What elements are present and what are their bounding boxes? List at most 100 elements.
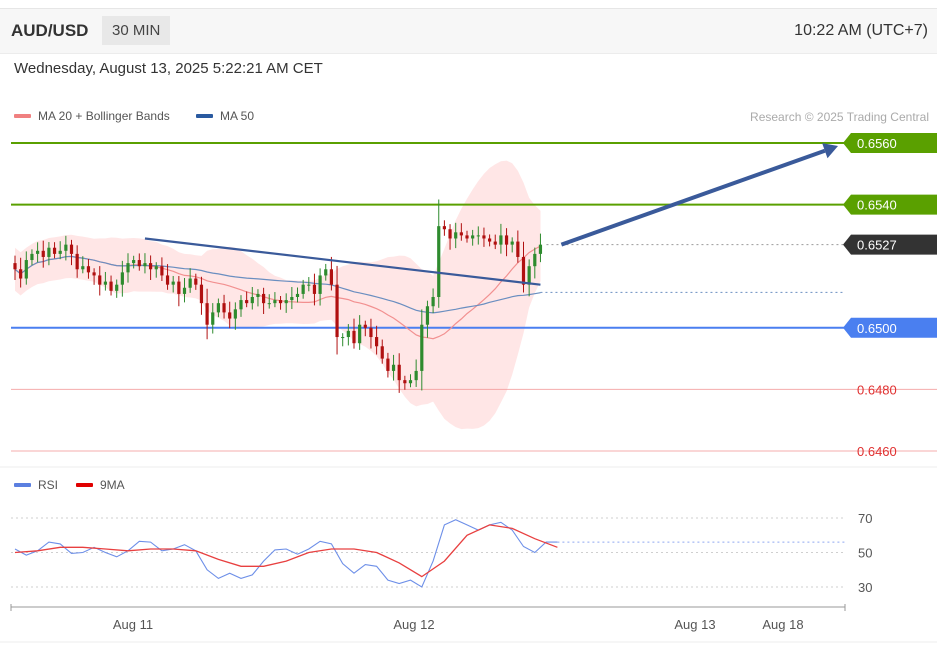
candle	[216, 298, 220, 318]
candle-body	[143, 263, 147, 267]
candle-body	[250, 297, 254, 304]
candle	[19, 257, 23, 288]
level-badge-bg	[843, 234, 937, 255]
candle-body	[182, 287, 187, 294]
candle-body	[160, 266, 164, 276]
candle-body	[98, 275, 102, 285]
candle-body	[267, 303, 271, 305]
candle-body	[448, 229, 452, 239]
timeframe-button[interactable]: 30 MIN	[102, 16, 171, 45]
legend-ma50: MA 50	[196, 109, 254, 123]
candle	[69, 239, 74, 266]
candle-body	[216, 303, 220, 313]
candle-body	[533, 253, 537, 267]
candle-body	[516, 241, 520, 257]
legend-9ma-label: 9MA	[100, 478, 125, 492]
legend-9ma-swatch	[76, 483, 93, 487]
legend-rsi: RSI	[14, 478, 58, 492]
candle-body	[425, 306, 430, 325]
candle-body	[295, 293, 300, 297]
candle	[109, 275, 113, 296]
candle	[245, 291, 249, 308]
candle	[329, 256, 333, 291]
level-badge-0.6527: 0.6527	[843, 234, 937, 255]
candle-body	[454, 232, 458, 239]
trendline	[144, 237, 541, 286]
candle	[233, 302, 237, 330]
candle-body	[86, 266, 91, 273]
candle	[307, 277, 311, 292]
candle-body	[256, 293, 260, 297]
symbol-label: AUD/USD	[11, 21, 89, 40]
candle-body	[132, 260, 136, 264]
candle	[459, 223, 463, 241]
legend-rsi-label: RSI	[38, 478, 59, 492]
candle-body	[397, 364, 401, 381]
candle	[205, 288, 209, 340]
candle-body	[41, 250, 45, 257]
candle-body	[52, 247, 57, 254]
candle	[375, 325, 379, 355]
candle-body	[30, 253, 34, 261]
rsi-group: 70 50 30	[11, 511, 872, 595]
candle	[488, 234, 492, 247]
candle-body	[510, 241, 514, 245]
research-credit: Research © 2025 Trading Central	[750, 110, 929, 124]
rsi-tick-30: 30	[858, 580, 872, 595]
candle-body	[312, 284, 317, 294]
candle-body	[335, 284, 339, 338]
candle	[115, 279, 119, 298]
candle-body	[538, 244, 543, 254]
candle	[92, 268, 96, 285]
candle-body	[324, 269, 328, 276]
candle-body	[103, 281, 107, 285]
candle-body	[527, 266, 531, 285]
candle-body	[273, 300, 277, 304]
level-label-0.6527: 0.6527	[857, 238, 897, 253]
candle	[369, 318, 373, 349]
candle-body	[318, 275, 322, 294]
candle	[442, 220, 446, 236]
level-label-0.6460: 0.6460	[857, 444, 897, 459]
candle	[171, 275, 175, 293]
candle	[290, 286, 294, 310]
candle	[222, 294, 226, 319]
x-tick-label: Aug 13	[674, 617, 715, 632]
legend-ma20-swatch	[14, 114, 31, 118]
candle-body	[233, 309, 237, 319]
level-badge-0.6560: 0.6560	[843, 133, 937, 153]
candle-body	[92, 272, 96, 276]
candle-body	[476, 235, 480, 237]
candle-body	[380, 346, 384, 359]
candle-body	[137, 260, 141, 267]
candle-body	[199, 284, 204, 304]
candle	[527, 259, 531, 297]
candle	[358, 315, 362, 350]
candle	[341, 333, 345, 347]
candle	[182, 278, 187, 303]
candle	[504, 228, 509, 257]
candle-body	[13, 263, 17, 270]
candle-body	[154, 266, 158, 270]
candle-body	[171, 281, 175, 285]
candle-body	[504, 235, 509, 245]
legend-ma20-label: MA 20 + Bollinger Bands	[38, 109, 170, 123]
level-label-0.6560: 0.6560	[857, 136, 897, 151]
candle	[335, 265, 339, 355]
candle	[98, 266, 102, 296]
candle	[137, 253, 141, 271]
candle	[318, 268, 322, 306]
candle-body	[307, 284, 311, 286]
level-badge-bg	[843, 133, 937, 153]
candle-body	[408, 380, 413, 384]
candle	[482, 227, 486, 247]
rsi-9ma-line	[14, 524, 558, 578]
x-axis: Aug 11 Aug 12 Aug 13 Aug 18	[0, 604, 937, 643]
candle	[211, 303, 215, 334]
candle	[228, 301, 232, 329]
candle-body	[352, 330, 356, 344]
rsi-tick-50: 50	[858, 546, 872, 561]
chart-datetime: Wednesday, August 13, 2025 5:22:21 AM CE…	[14, 60, 323, 77]
